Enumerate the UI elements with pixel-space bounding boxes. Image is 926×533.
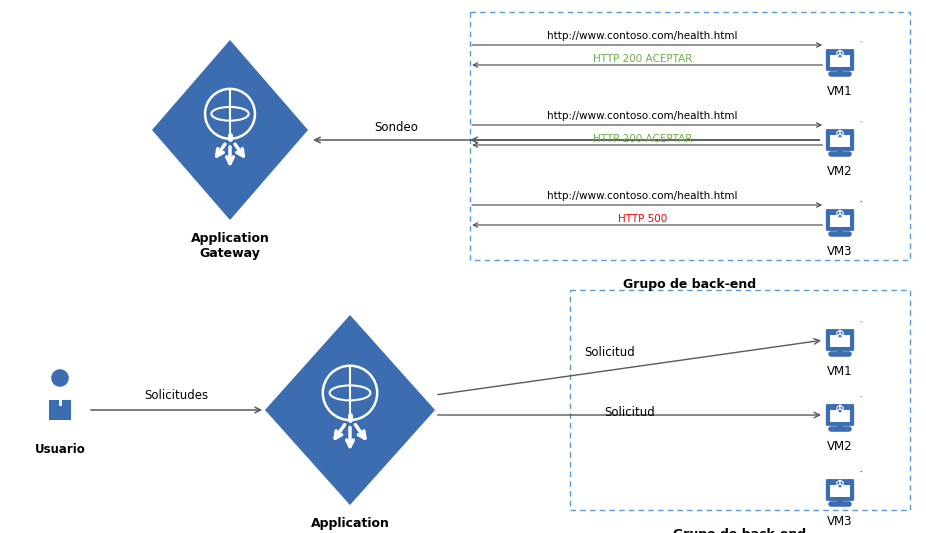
Bar	[830, 215, 850, 227]
Polygon shape	[837, 409, 844, 413]
Polygon shape	[837, 134, 844, 138]
Text: VM2: VM2	[827, 440, 853, 453]
FancyBboxPatch shape	[825, 49, 855, 72]
Polygon shape	[837, 484, 844, 488]
Text: Grupo de back-end: Grupo de back-end	[673, 528, 807, 533]
FancyBboxPatch shape	[825, 208, 855, 232]
Bar	[830, 484, 850, 497]
Polygon shape	[837, 334, 844, 338]
FancyBboxPatch shape	[825, 128, 855, 152]
Bar	[830, 410, 850, 422]
Text: HTTP 200 ACEPTAR: HTTP 200 ACEPTAR	[593, 54, 692, 64]
Polygon shape	[837, 50, 840, 56]
Polygon shape	[840, 210, 844, 216]
Text: Solicitud: Solicitud	[584, 346, 635, 359]
Text: http://www.contoso.com/health.html: http://www.contoso.com/health.html	[547, 111, 737, 121]
Text: http://www.contoso.com/health.html: http://www.contoso.com/health.html	[547, 31, 737, 41]
Polygon shape	[837, 54, 844, 58]
Text: Solicitudes: Solicitudes	[144, 389, 208, 402]
Polygon shape	[837, 405, 840, 411]
Polygon shape	[837, 480, 840, 486]
FancyBboxPatch shape	[49, 400, 71, 420]
FancyBboxPatch shape	[825, 478, 855, 502]
Text: VM2: VM2	[827, 165, 853, 177]
Text: http://www.contoso.com/health.html: http://www.contoso.com/health.html	[547, 191, 737, 201]
Bar	[830, 335, 850, 348]
FancyBboxPatch shape	[825, 403, 855, 427]
Text: Usuario: Usuario	[34, 443, 85, 456]
Text: Application
Gateway: Application Gateway	[310, 517, 390, 533]
Text: VM3: VM3	[827, 245, 853, 257]
FancyBboxPatch shape	[825, 328, 855, 352]
Text: Application
Gateway: Application Gateway	[191, 232, 269, 260]
Polygon shape	[265, 315, 435, 505]
Polygon shape	[837, 330, 840, 336]
Polygon shape	[837, 130, 840, 136]
Text: Grupo de back-end: Grupo de back-end	[623, 278, 757, 291]
Polygon shape	[840, 405, 844, 411]
Polygon shape	[837, 210, 840, 216]
Polygon shape	[840, 480, 844, 486]
Polygon shape	[840, 50, 844, 56]
Bar	[830, 135, 850, 147]
Text: Solicitud: Solicitud	[604, 406, 655, 419]
Text: VM1: VM1	[827, 365, 853, 378]
Bar	[830, 55, 850, 67]
Polygon shape	[840, 330, 844, 336]
Text: Sondeo: Sondeo	[374, 121, 419, 134]
Text: HTTP 500: HTTP 500	[618, 214, 667, 224]
Text: VM1: VM1	[827, 85, 853, 98]
Polygon shape	[840, 130, 844, 136]
Text: HTTP 200 ACEPTAR: HTTP 200 ACEPTAR	[593, 134, 692, 144]
Text: VM3: VM3	[827, 515, 853, 528]
Polygon shape	[152, 40, 308, 220]
Circle shape	[51, 369, 69, 387]
Polygon shape	[837, 214, 844, 219]
